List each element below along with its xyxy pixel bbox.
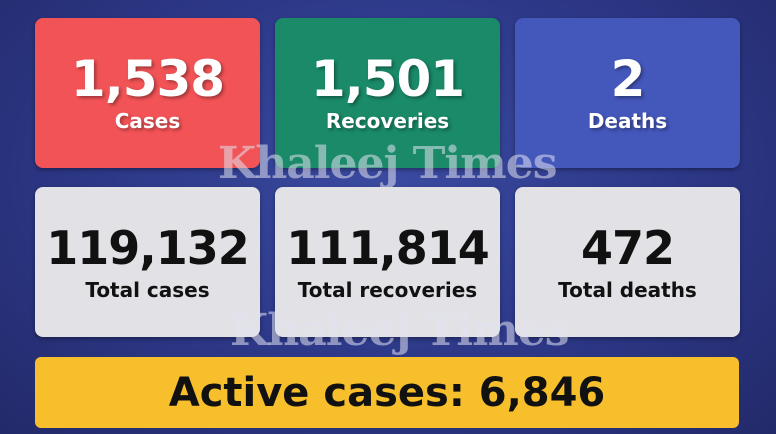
total-recoveries-label: Total recoveries bbox=[297, 278, 478, 302]
total-deaths-value: 472 bbox=[580, 221, 675, 275]
total-recoveries-value: 111,814 bbox=[286, 221, 490, 275]
total-cases-label: Total cases bbox=[85, 278, 210, 302]
daily-recoveries-value: 1,501 bbox=[310, 50, 465, 108]
daily-cases-value: 1,538 bbox=[70, 50, 225, 108]
active-cases-banner: Active cases: 6,846 bbox=[35, 357, 739, 428]
total-deaths-card: 472 Total deaths bbox=[515, 187, 740, 337]
daily-cases-label: Cases bbox=[114, 109, 181, 133]
total-recoveries-card: 111,814 Total recoveries bbox=[275, 187, 500, 337]
daily-deaths-card: 2 Deaths bbox=[515, 18, 740, 168]
daily-deaths-label: Deaths bbox=[587, 109, 668, 133]
total-cases-value: 119,132 bbox=[46, 221, 250, 275]
daily-recoveries-card: 1,501 Recoveries bbox=[275, 18, 500, 168]
daily-deaths-value: 2 bbox=[610, 50, 646, 108]
total-deaths-label: Total deaths bbox=[558, 278, 697, 302]
daily-cases-card: 1,538 Cases bbox=[35, 18, 260, 168]
total-cases-card: 119,132 Total cases bbox=[35, 187, 260, 337]
daily-recoveries-label: Recoveries bbox=[325, 109, 450, 133]
